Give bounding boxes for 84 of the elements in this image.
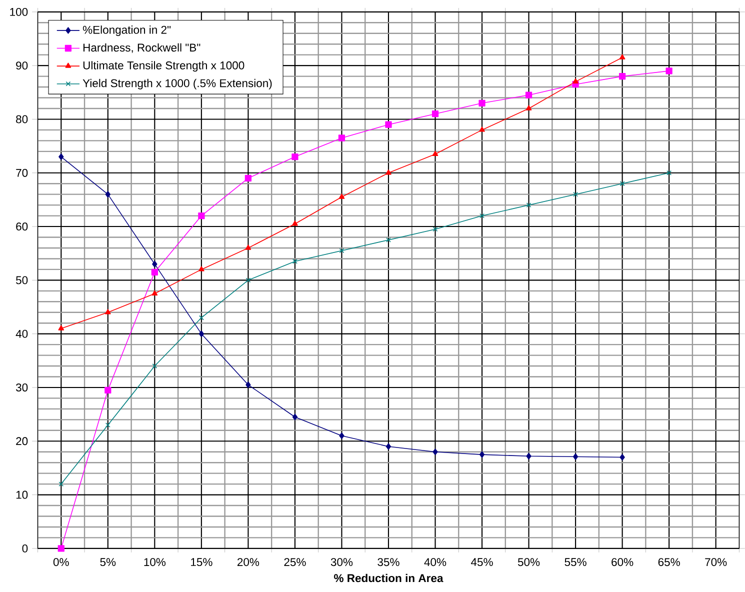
y-tick-label: 60 [16, 222, 28, 230]
point [152, 260, 158, 268]
point [338, 134, 346, 142]
point [292, 153, 298, 160]
point [152, 290, 158, 296]
point [666, 170, 672, 176]
point [339, 432, 344, 440]
point [618, 72, 626, 80]
x-tick-label: 15% [191, 558, 212, 566]
x-tick-label: 0% [53, 558, 69, 566]
point [58, 482, 64, 486]
y-tick-label: 30 [16, 383, 28, 392]
point [432, 110, 439, 118]
point [526, 452, 532, 460]
x-tick-label: 50% [518, 558, 540, 566]
point [58, 325, 64, 330]
point [526, 202, 532, 208]
point [338, 194, 345, 199]
y-tick-label: 0 [22, 544, 28, 552]
point [432, 448, 438, 456]
legend-label: %Elongation in 2" [82, 25, 171, 36]
x-tick-label: 55% [564, 558, 586, 566]
x-tick-label: 70% [705, 558, 727, 566]
point [198, 315, 204, 320]
x-tick-label: 65% [658, 558, 680, 566]
point [620, 454, 625, 460]
y-tick-label: 50 [16, 276, 28, 284]
point [104, 308, 111, 314]
point [432, 150, 438, 156]
point [339, 248, 344, 254]
point [58, 545, 64, 552]
point [198, 266, 204, 272]
point [198, 330, 204, 338]
point [572, 453, 578, 460]
point [620, 181, 625, 186]
point [432, 226, 438, 232]
point [246, 278, 251, 283]
x-tick-label: 5% [100, 558, 116, 566]
point [152, 363, 158, 368]
x-tick-label: 25% [284, 558, 306, 566]
x-tick-label: 30% [330, 558, 353, 566]
point [105, 422, 110, 428]
point [572, 78, 578, 84]
y-tick-label: 90 [16, 62, 28, 70]
x-tick-label: 20% [237, 558, 260, 566]
x-axis-title: % Reduction in Area [334, 574, 444, 582]
point [386, 237, 391, 242]
x-tick-label: 45% [470, 558, 493, 566]
point [292, 258, 298, 264]
x-tick-label: 35% [378, 558, 400, 566]
y-tick-label: 10 [16, 490, 28, 499]
point [480, 213, 484, 218]
y-tick-label: 80 [16, 115, 28, 124]
point [198, 212, 205, 220]
point [666, 68, 672, 74]
point [246, 381, 251, 388]
point [526, 105, 532, 110]
point [104, 386, 112, 394]
point [105, 190, 110, 198]
point [385, 121, 392, 128]
y-tick-label: 70 [16, 168, 28, 177]
point [386, 443, 392, 450]
x-tick-label: 40% [424, 558, 446, 566]
point [479, 451, 485, 458]
y-tick-label: 20 [16, 437, 28, 446]
point [245, 244, 252, 250]
point [58, 153, 64, 160]
point [478, 100, 486, 106]
point [292, 414, 298, 420]
legend-label: Ultimate Tensile Strength x 1000 [83, 61, 244, 72]
point [386, 169, 392, 175]
legend-label: Hardness, Rockwell "B" [83, 43, 200, 53]
point [151, 268, 158, 276]
point [244, 174, 252, 182]
x-tick-label: 10% [144, 558, 166, 566]
point [292, 220, 298, 226]
y-tick-label: 40 [16, 330, 28, 338]
legend-label: Yield Strength x 1000 (.5% Extension) [82, 78, 272, 90]
point [573, 192, 578, 197]
point [479, 126, 485, 132]
x-tick-label: 60% [612, 558, 634, 566]
point [619, 54, 626, 60]
y-tick-label: 100 [10, 8, 28, 16]
point [525, 92, 532, 98]
